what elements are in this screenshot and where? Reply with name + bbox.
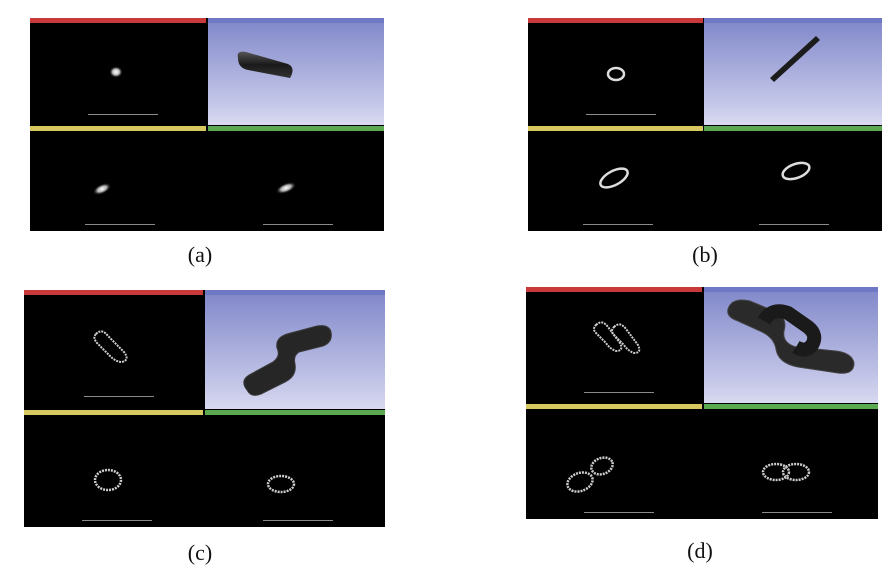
red-view-bar[interactable]: [528, 18, 703, 23]
green-slice-view[interactable]: [704, 404, 878, 519]
red-slice-view[interactable]: [30, 18, 206, 125]
threed-render: [770, 36, 820, 82]
panel-a: [30, 18, 384, 231]
slicer-grid-c: [24, 290, 385, 527]
green-slice-image: [275, 181, 297, 195]
caption-d: (d): [687, 538, 713, 563]
red-slice-image: [109, 66, 123, 78]
green-view-bar[interactable]: [704, 126, 882, 131]
scale-ruler: [263, 224, 333, 225]
yellow-view-bar[interactable]: [526, 404, 702, 409]
scale-ruler: [584, 392, 654, 393]
threed-render: [237, 51, 293, 78]
slicer-grid-b: [528, 18, 882, 231]
green-view-bar[interactable]: [704, 404, 878, 409]
threed-view[interactable]: [704, 287, 878, 403]
red-view-bar[interactable]: [526, 287, 702, 292]
red-slice-image: [606, 66, 626, 82]
scale-ruler: [583, 224, 653, 225]
green-slice-image: [781, 161, 811, 181]
green-view-bar[interactable]: [205, 410, 385, 415]
yellow-view-bar[interactable]: [30, 126, 206, 131]
caption-c: (c): [187, 540, 213, 565]
slicer-grid-d: [526, 287, 878, 519]
scale-ruler: [82, 520, 152, 521]
yellow-slice-view[interactable]: [24, 410, 203, 527]
scale-ruler: [584, 512, 654, 513]
red-slice-image: [593, 321, 641, 355]
threed-view[interactable]: [208, 18, 384, 125]
yellow-slice-view[interactable]: [528, 126, 703, 231]
scale-ruler: [85, 224, 155, 225]
scale-ruler: [762, 512, 832, 513]
scale-ruler: [84, 396, 154, 397]
caption-a: (a): [187, 242, 213, 267]
caption-b: (b): [692, 242, 718, 267]
scale-ruler: [263, 520, 333, 521]
red-view-bar[interactable]: [30, 18, 206, 23]
scale-ruler: [759, 224, 829, 225]
red-slice-view[interactable]: [526, 287, 702, 403]
yellow-slice-view[interactable]: [526, 404, 702, 519]
panel-d: [526, 287, 878, 519]
threed-view[interactable]: [205, 290, 385, 409]
yellow-slice-view[interactable]: [30, 126, 206, 231]
yellow-slice-image: [93, 468, 123, 492]
scale-ruler: [586, 114, 656, 115]
green-slice-image: [266, 474, 296, 494]
panel-c: [24, 290, 385, 527]
yellow-slice-image: [566, 456, 614, 493]
green-slice-view[interactable]: [704, 126, 882, 231]
green-view-bar[interactable]: [208, 126, 384, 131]
threed-view-bar[interactable]: [704, 18, 882, 23]
threed-view[interactable]: [704, 18, 882, 125]
yellow-slice-image: [599, 167, 629, 189]
red-view-bar[interactable]: [24, 290, 203, 295]
scale-ruler: [88, 114, 158, 115]
yellow-view-bar[interactable]: [24, 410, 203, 415]
red-slice-view[interactable]: [528, 18, 703, 125]
green-slice-view[interactable]: [205, 410, 385, 527]
yellow-slice-image: [92, 182, 112, 196]
threed-view-bar[interactable]: [704, 287, 878, 292]
yellow-view-bar[interactable]: [528, 126, 703, 131]
red-slice-image: [93, 330, 128, 364]
green-slice-image: [761, 462, 811, 482]
threed-view-bar[interactable]: [208, 18, 384, 23]
green-slice-view[interactable]: [208, 126, 384, 231]
threed-view-bar[interactable]: [205, 290, 385, 295]
red-slice-view[interactable]: [24, 290, 203, 409]
threed-render: [243, 325, 332, 396]
panel-b: [528, 18, 882, 231]
threed-render: [727, 299, 855, 374]
slicer-grid-a: [30, 18, 384, 231]
